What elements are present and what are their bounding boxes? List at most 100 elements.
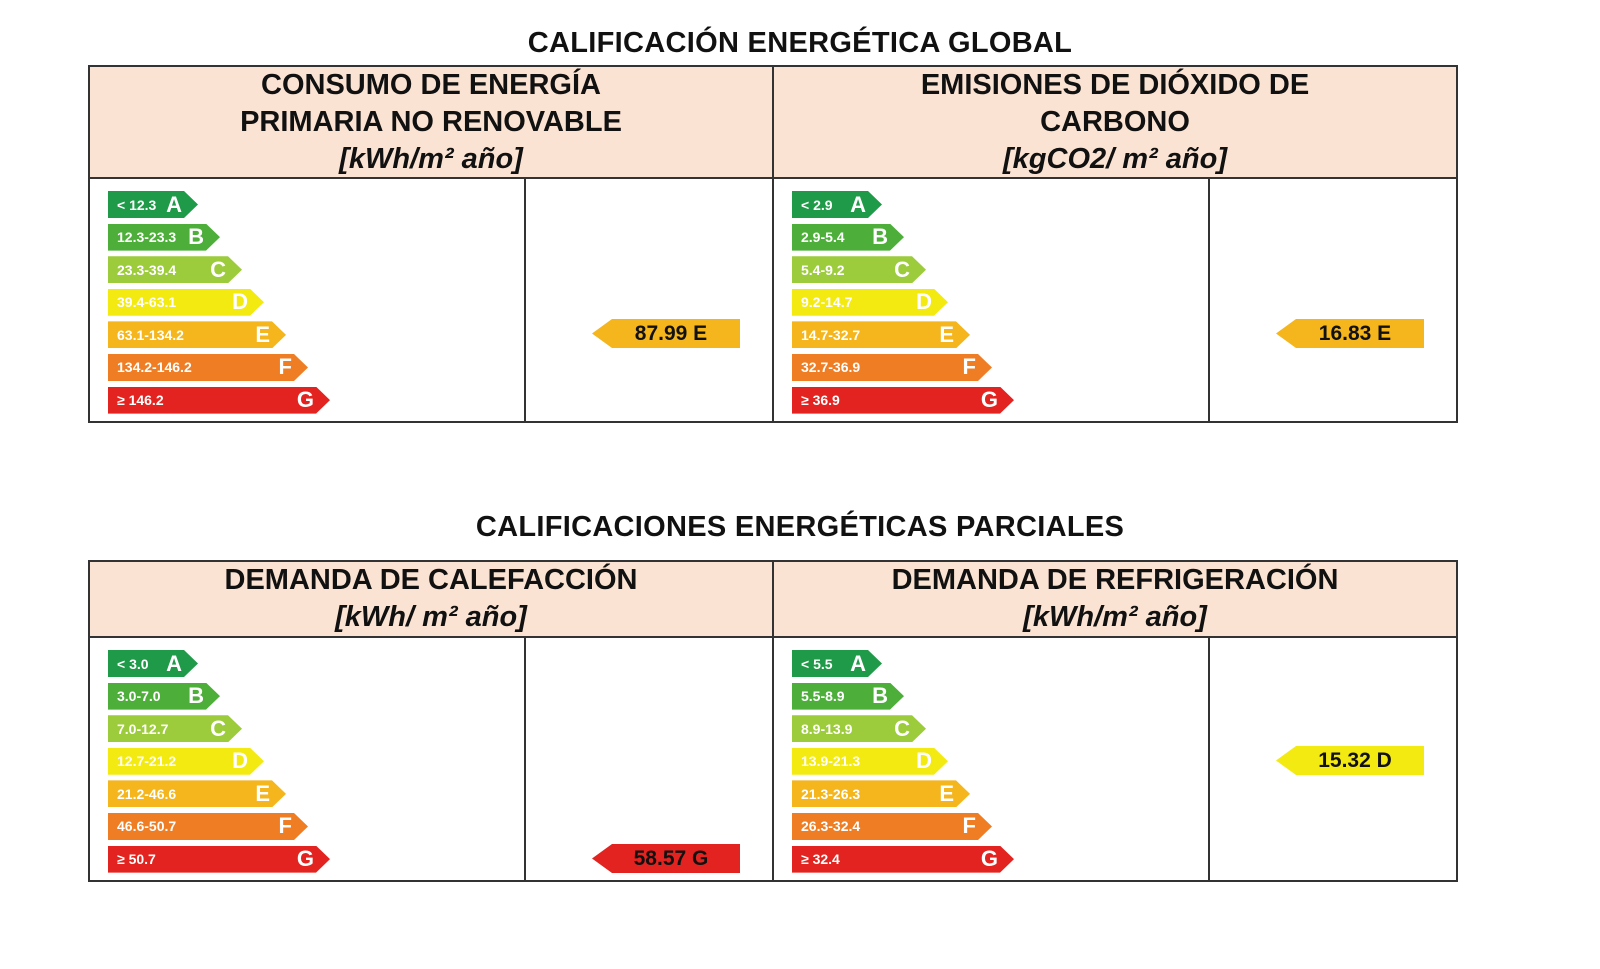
scale-range-label: 46.6-50.7 bbox=[117, 818, 177, 835]
heating-heading: DEMANDA DE CALEFACCIÓN bbox=[224, 564, 638, 596]
scale-bar-f: 26.3-32.4 F bbox=[792, 813, 992, 840]
scale-bar-a: < 12.3 A bbox=[108, 191, 198, 218]
scale-letter: A bbox=[850, 650, 866, 676]
consumption-heading-line1: CONSUMO DE ENERGÍA bbox=[261, 68, 601, 101]
partial-panel-header: DEMANDA DE CALEFACCIÓN [kWh/ m² año] DEM… bbox=[90, 562, 1456, 638]
energy-scale: < 2.9 A 2.9-5.4 B 5.4-9.2 C 9.2-14.7 D 14.7-32.7… bbox=[774, 179, 1210, 421]
scale-range-label: < 2.9 bbox=[801, 196, 833, 213]
cooling-header: DEMANDA DE REFRIGERACIÓN [kWh/m² año] bbox=[772, 562, 1456, 636]
energy-scale: < 12.3 A 12.3-23.3 B 23.3-39.4 C 39.4-63.1 D 63.… bbox=[90, 179, 526, 421]
scale-bar-b: 3.0-7.0 B bbox=[108, 683, 220, 710]
scale-range-label: 3.0-7.0 bbox=[117, 688, 161, 705]
scale-letter: F bbox=[278, 354, 292, 380]
consumption-rating: < 12.3 A 12.3-23.3 B 23.3-39.4 C 39.4-63.1 D 63.… bbox=[90, 179, 772, 421]
scale-range-label: < 3.0 bbox=[117, 655, 149, 672]
scale-range-label: 13.9-21.3 bbox=[801, 753, 861, 770]
emissions-heading-line1: EMISIONES DE DIÓXIDO DE bbox=[920, 68, 1310, 101]
scale-bar-b: 2.9-5.4 B bbox=[792, 224, 904, 251]
rating-marker: 15.32 D bbox=[1276, 746, 1424, 775]
emissions-rating: < 2.9 A 2.9-5.4 B 5.4-9.2 C 9.2-14.7 D 14.7-32.7… bbox=[772, 179, 1456, 421]
scale-range-label: 63.1-134.2 bbox=[117, 326, 184, 343]
scale-bar-d: 13.9-21.3 D bbox=[792, 748, 948, 775]
emissions-header: EMISIONES DE DIÓXIDO DE CARBONO [kgCO2/ … bbox=[772, 67, 1456, 177]
scale-bar-e: 14.7-32.7 E bbox=[792, 321, 970, 348]
global-panel-header: CONSUMO DE ENERGÍA PRIMARIA NO RENOVABLE… bbox=[90, 67, 1456, 179]
global-section-title: CALIFICACIÓN ENERGÉTICA GLOBAL bbox=[527, 27, 1073, 59]
scale-range-label: 21.2-46.6 bbox=[117, 785, 177, 802]
scale-range-label: 32.7-36.9 bbox=[801, 359, 861, 376]
scale-letter: D bbox=[916, 748, 932, 774]
scale-letter: C bbox=[894, 715, 910, 741]
cooling-unit: [kWh/m² año] bbox=[1023, 601, 1207, 633]
scale-letter: G bbox=[980, 846, 998, 872]
scale-bar-c: 23.3-39.4 C bbox=[108, 256, 242, 283]
scale-range-label: 23.3-39.4 bbox=[117, 261, 177, 278]
heating-unit: [kWh/ m² año] bbox=[335, 601, 527, 633]
scale-letter: E bbox=[255, 780, 270, 806]
emissions-heading-line2: CARBONO bbox=[1040, 105, 1190, 138]
scale-range-label: 12.3-23.3 bbox=[117, 229, 177, 246]
scale-bar-b: 5.5-8.9 B bbox=[792, 683, 904, 710]
value-cell: 16.83 E bbox=[1210, 179, 1456, 421]
scale-letter: D bbox=[232, 748, 248, 774]
scale-bar-d: 12.7-21.2 D bbox=[108, 748, 264, 775]
rating-marker: 16.83 E bbox=[1276, 319, 1424, 348]
consumption-header: CONSUMO DE ENERGÍA PRIMARIA NO RENOVABLE… bbox=[90, 67, 772, 177]
rating-marker: 87.99 E bbox=[592, 319, 740, 348]
consumption-heading-line2: PRIMARIA NO RENOVABLE bbox=[240, 105, 622, 138]
scale-letter: A bbox=[850, 191, 866, 217]
scale-letter: B bbox=[872, 683, 888, 709]
scale-letter: G bbox=[296, 846, 314, 872]
scale-letter: E bbox=[939, 321, 954, 347]
value-cell: 87.99 E bbox=[526, 179, 772, 421]
scale-range-label: ≥ 32.4 bbox=[801, 851, 840, 868]
scale-bar-g: ≥ 32.4 G bbox=[792, 846, 1014, 873]
scale-bar-f: 32.7-36.9 F bbox=[792, 354, 992, 381]
scale-range-label: 12.7-21.2 bbox=[117, 753, 177, 770]
scale-bar-a: < 5.5 A bbox=[792, 650, 882, 677]
global-rating-panel: CONSUMO DE ENERGÍA PRIMARIA NO RENOVABLE… bbox=[88, 65, 1458, 423]
scale-bar-g: ≥ 146.2 G bbox=[108, 387, 330, 414]
scale-bar-a: < 3.0 A bbox=[108, 650, 198, 677]
scale-letter: F bbox=[962, 813, 976, 839]
scale-bar-c: 7.0-12.7 C bbox=[108, 715, 242, 742]
scale-range-label: 26.3-32.4 bbox=[801, 818, 861, 835]
scale-range-label: 14.7-32.7 bbox=[801, 326, 861, 343]
partial-section-title: CALIFICACIONES ENERGÉTICAS PARCIALES bbox=[475, 511, 1125, 543]
scale-letter: G bbox=[980, 387, 998, 413]
scale-letter: G bbox=[296, 387, 314, 413]
scale-bar-c: 8.9-13.9 C bbox=[792, 715, 926, 742]
rating-marker: 58.57 G bbox=[592, 844, 740, 873]
scale-range-label: ≥ 146.2 bbox=[117, 392, 164, 409]
scale-bar-d: 39.4-63.1 D bbox=[108, 289, 264, 316]
scale-letter: B bbox=[188, 683, 204, 709]
scale-letter: F bbox=[962, 354, 976, 380]
scale-range-label: ≥ 36.9 bbox=[801, 392, 840, 409]
scale-letter: E bbox=[939, 780, 954, 806]
value-cell: 58.57 G bbox=[526, 638, 772, 880]
scale-letter: D bbox=[916, 289, 932, 315]
scale-range-label: 7.0-12.7 bbox=[117, 720, 169, 737]
scale-bar-g: ≥ 50.7 G bbox=[108, 846, 330, 873]
scale-bar-c: 5.4-9.2 C bbox=[792, 256, 926, 283]
scale-range-label: 21.3-26.3 bbox=[801, 785, 861, 802]
scale-letter: D bbox=[232, 289, 248, 315]
heating-rating: < 3.0 A 3.0-7.0 B 7.0-12.7 C 12.7-21.2 D 21.2-46… bbox=[90, 638, 772, 880]
scale-letter: B bbox=[188, 224, 204, 250]
scale-letter: C bbox=[210, 715, 226, 741]
scale-letter: C bbox=[210, 256, 226, 282]
scale-letter: A bbox=[166, 191, 182, 217]
scale-letter: E bbox=[255, 321, 270, 347]
scale-range-label: 39.4-63.1 bbox=[117, 294, 177, 311]
scale-range-label: 9.2-14.7 bbox=[801, 294, 853, 311]
partial-rating-panel: DEMANDA DE CALEFACCIÓN [kWh/ m² año] DEM… bbox=[88, 560, 1458, 882]
scale-bar-e: 21.3-26.3 E bbox=[792, 780, 970, 807]
emissions-unit: [kgCO2/ m² año] bbox=[1003, 142, 1227, 175]
scale-letter: A bbox=[166, 650, 182, 676]
scale-letter: F bbox=[278, 813, 292, 839]
scale-bar-g: ≥ 36.9 G bbox=[792, 387, 1014, 414]
energy-scale: < 5.5 A 5.5-8.9 B 8.9-13.9 C 13.9-21.3 D 21.3-26… bbox=[774, 638, 1210, 880]
scale-range-label: 2.9-5.4 bbox=[801, 229, 845, 246]
scale-range-label: 134.2-146.2 bbox=[117, 359, 192, 376]
scale-bar-f: 46.6-50.7 F bbox=[108, 813, 308, 840]
